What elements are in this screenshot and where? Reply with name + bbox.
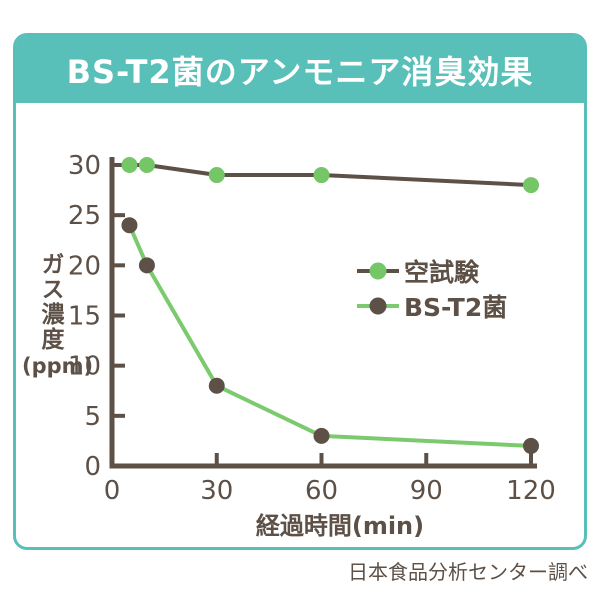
x-tick-label: 120	[506, 476, 556, 506]
data-point-series-1	[523, 437, 539, 454]
legend-item-bst2: BS-T2菌	[357, 290, 508, 322]
y-axis-unit-label: (ppm)	[22, 354, 94, 378]
y-axis-title: ガス濃度	[37, 252, 63, 352]
y-tick-label: 20	[68, 251, 101, 281]
legend-dot	[369, 297, 387, 314]
data-point-series-0	[208, 167, 225, 184]
legend-dot	[369, 262, 387, 279]
y-tick-label: 25	[68, 201, 101, 231]
x-tick-label: 30	[200, 476, 233, 506]
y-tick-label: 30	[68, 151, 101, 181]
data-point-series-0	[313, 167, 330, 184]
data-point-series-0	[138, 157, 155, 173]
legend-marker-blank-test	[357, 262, 399, 279]
x-tick-label: 90	[410, 476, 443, 506]
y-tick-label: 15	[68, 302, 101, 332]
legend-marker-bst2	[357, 297, 399, 314]
y-tick-label: 0	[84, 452, 101, 482]
data-point-series-1	[313, 427, 330, 444]
x-tick-label: 0	[104, 476, 121, 506]
data-point-series-1	[208, 377, 225, 394]
legend: 空試験 BS-T2菌	[357, 255, 508, 322]
data-point-series-1	[138, 257, 155, 274]
source-note: 日本食品分析センター調べ	[348, 560, 588, 584]
series-line-0	[129, 163, 532, 188]
chart-title: BS-T2菌のアンモニア消臭効果	[66, 52, 534, 91]
y-tick-label: 10	[68, 352, 101, 382]
x-tick-label: 60	[305, 476, 338, 506]
data-point-series-0	[121, 157, 138, 173]
data-point-series-1	[121, 217, 138, 234]
legend-label-blank-test: 空試験	[404, 257, 480, 287]
y-tick-label: 5	[84, 402, 101, 432]
chart-title-bar: BS-T2菌のアンモニア消臭効果	[16, 36, 584, 103]
data-point-series-0	[523, 177, 539, 194]
legend-label-bst2: BS-T2菌	[404, 292, 508, 322]
legend-item-blank-test: 空試験	[357, 255, 507, 287]
x-axis-title: 経過時間(min)	[255, 512, 425, 540]
